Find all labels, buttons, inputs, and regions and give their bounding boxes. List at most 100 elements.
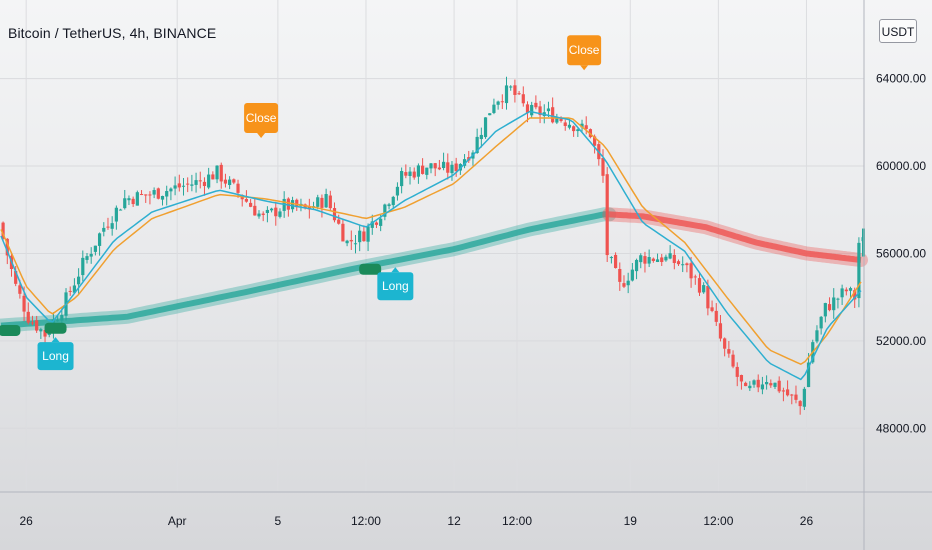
candle-body	[781, 390, 785, 392]
candle-body	[622, 283, 626, 287]
candle-body	[316, 197, 320, 207]
candle-body	[211, 174, 215, 180]
candle-body	[546, 108, 551, 112]
candle-body	[412, 171, 416, 178]
candle-body	[714, 310, 718, 322]
candle-body	[383, 204, 387, 217]
candle-body	[89, 253, 93, 257]
candle-body	[408, 171, 412, 176]
candle-body	[35, 320, 39, 331]
signals: Close Close Long Long	[37, 35, 602, 371]
candle-body	[181, 185, 186, 187]
candle-body	[324, 194, 328, 208]
candle-body	[232, 179, 236, 183]
candle-body	[165, 191, 169, 197]
candle-body	[483, 117, 488, 138]
candle-body	[85, 256, 89, 260]
trend-marker	[0, 324, 21, 336]
candle-body	[148, 194, 152, 196]
candle-body	[236, 183, 240, 193]
candle-body	[601, 158, 605, 176]
candle-body	[425, 167, 429, 175]
candle-body	[710, 307, 714, 311]
candle-body	[660, 257, 664, 263]
candle-body	[823, 303, 827, 317]
candle-body	[697, 278, 702, 293]
candle-body	[5, 238, 9, 256]
candle-body	[504, 85, 509, 104]
candle-body	[672, 254, 676, 264]
candle-body	[769, 383, 773, 386]
candle-body	[521, 94, 525, 104]
candle-body	[265, 209, 269, 213]
trend-band-up	[0, 211, 610, 329]
candle-body	[102, 227, 106, 232]
candle-body	[30, 322, 35, 324]
candle-body	[198, 180, 202, 182]
candle-body	[404, 172, 408, 176]
candle-body	[131, 198, 135, 205]
candle-body	[756, 379, 760, 388]
candle-body	[777, 380, 781, 392]
candle-body	[765, 381, 769, 385]
long-signal-label: Long	[377, 267, 414, 301]
candle-body	[152, 190, 156, 195]
signal-box	[377, 272, 414, 301]
signal-pointer	[51, 337, 60, 343]
candle-body	[647, 257, 651, 264]
candle-body	[1, 222, 5, 239]
candle-body	[253, 205, 257, 216]
candle-body	[60, 315, 64, 321]
candle-body	[605, 174, 609, 256]
candle-body	[77, 276, 81, 285]
candle-body	[328, 195, 332, 209]
moving-averages	[0, 110, 862, 381]
candle-body	[702, 285, 706, 293]
candle-body	[290, 200, 295, 210]
candle-body	[500, 101, 504, 103]
candle-body	[655, 259, 660, 263]
time-tick-label: 12	[447, 514, 461, 528]
candle-body	[269, 208, 274, 211]
time-tick-label: Apr	[168, 514, 187, 528]
price-tick-label: 64000.00	[876, 72, 926, 86]
candle-body	[857, 242, 861, 299]
candle-body	[798, 401, 802, 407]
candle-body	[341, 223, 345, 242]
candle-body	[441, 161, 446, 169]
candle-body	[630, 269, 634, 281]
candle-body	[538, 106, 542, 116]
candle-body	[479, 134, 483, 140]
price-tick-label: 60000.00	[876, 159, 926, 173]
candle-body	[576, 129, 580, 132]
candle-body	[81, 257, 85, 276]
candle-body	[580, 123, 584, 128]
candle-body	[14, 270, 18, 284]
trend-marker	[359, 263, 382, 275]
candle-body	[127, 198, 131, 201]
candle-body	[429, 163, 433, 169]
candle-body	[223, 179, 228, 184]
time-tick-label: 26	[19, 514, 33, 528]
candle-body	[681, 264, 685, 266]
candle-body	[584, 125, 588, 130]
candle-body	[123, 198, 127, 209]
candle-body	[651, 258, 655, 262]
candle-body	[626, 280, 630, 286]
candle-body	[18, 285, 22, 294]
candle-body	[186, 183, 190, 185]
candle-body	[56, 320, 60, 322]
candle-body	[144, 194, 148, 196]
candle-body	[693, 276, 697, 278]
price-tick-label: 56000.00	[876, 246, 926, 260]
candle-body	[760, 384, 765, 390]
candle-body	[689, 263, 693, 279]
signal-pointer	[391, 267, 400, 273]
candle-body	[572, 126, 576, 132]
currency-button[interactable]: USDT	[879, 19, 917, 43]
candle-body	[173, 185, 177, 189]
signal-text: Close	[569, 43, 600, 57]
candle-body	[836, 298, 840, 300]
candle-body	[295, 199, 299, 208]
